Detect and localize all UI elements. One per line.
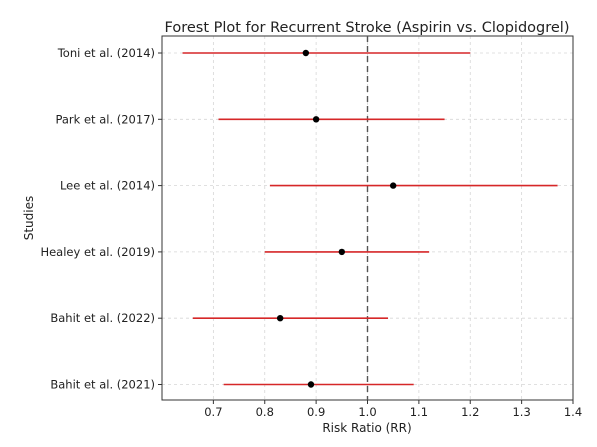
study-row: Toni et al. (2014)	[57, 46, 471, 60]
study-row: Bahit et al. (2022)	[50, 311, 389, 325]
x-tick-label: 1.3	[512, 405, 530, 419]
risk-ratio-point	[307, 381, 315, 388]
study-rows: Toni et al. (2014) Park et al. (2017) Lee …	[40, 46, 558, 392]
x-tick-label: 0.9	[307, 405, 325, 419]
chart-title: Forest Plot for Recurrent Stroke (Aspiri…	[165, 20, 570, 36]
x-axis-label: Risk Ratio (RR)	[322, 421, 411, 435]
study-label: Toni et al. (2014)	[57, 46, 155, 60]
x-tick-label: 0.7	[204, 405, 222, 419]
risk-ratio-point	[389, 182, 397, 189]
risk-ratio-point	[338, 248, 346, 256]
x-tick-label: 1.2	[461, 405, 479, 419]
x-tick-label: 1.1	[410, 405, 428, 419]
x-axis-ticks: 0.7 0.8 0.9 1.0 1.1 1.2 1.3 1.4	[204, 400, 582, 419]
study-label: Bahit et al. (2021)	[50, 378, 155, 392]
study-row: Bahit et al. (2021)	[50, 378, 414, 392]
x-tick-label: 1.0	[358, 405, 376, 419]
study-label: Lee et al. (2014)	[60, 179, 155, 193]
study-row: Lee et al. (2014)	[60, 179, 558, 193]
x-tick-label: 0.8	[256, 405, 274, 419]
risk-ratio-point	[302, 49, 310, 57]
study-label: Healey et al. (2019)	[40, 245, 155, 259]
study-row: Park et al. (2017)	[55, 112, 445, 126]
study-row: Healey et al. (2019)	[40, 245, 430, 259]
y-axis-label: Studies	[22, 196, 36, 241]
risk-ratio-point	[312, 116, 320, 123]
x-tick-label: 1.4	[564, 405, 582, 419]
study-label: Park et al. (2017)	[55, 112, 155, 126]
study-label: Bahit et al. (2022)	[50, 311, 155, 325]
risk-ratio-point	[276, 315, 284, 322]
